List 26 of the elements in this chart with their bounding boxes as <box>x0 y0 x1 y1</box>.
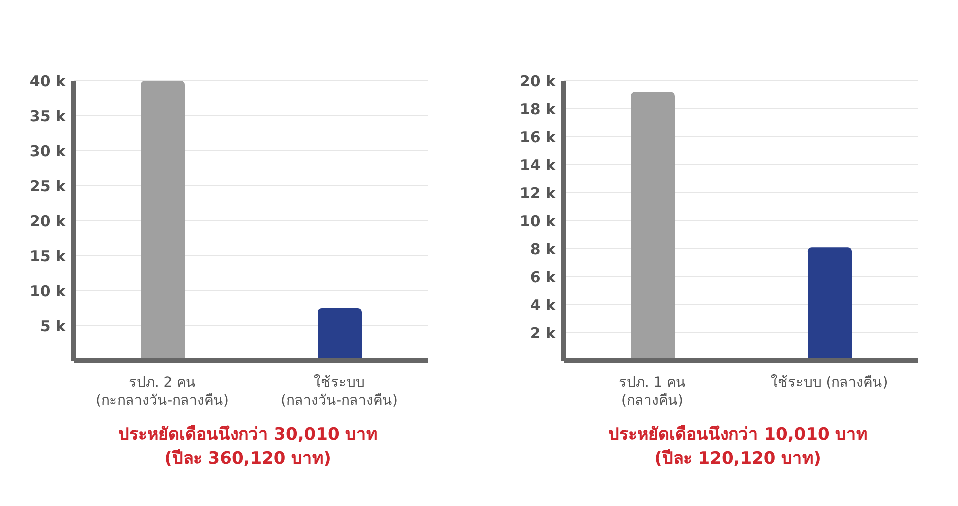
y-tick-label: 20 k <box>520 72 558 90</box>
y-tick-label: 25 k <box>30 177 68 196</box>
y-tick-label: 30 k <box>30 142 68 160</box>
text: (ปีละ 360,120 บาท) <box>164 448 332 471</box>
y-tick-label: 20 k <box>30 212 68 230</box>
y-tick-label: 5 k <box>40 317 68 336</box>
x-tick-label: ใช้ระบบ (กลางวัน-กลางคืน) <box>281 374 398 409</box>
y-tick-label: 4 k <box>530 296 558 314</box>
y-tick-label: 6 k <box>530 268 558 286</box>
text: (ปีละ 120,120 บาท) <box>654 448 822 471</box>
x-tick-label: รปภ. 2 คน (กะกลางวัน-กลางคืน) <box>96 375 229 409</box>
y-tick-label: 12 k <box>520 184 558 202</box>
y-tick-label: 35 k <box>30 107 68 126</box>
y-tick-label: 18 k <box>520 100 558 118</box>
y-tick-label: 10 k <box>520 212 558 230</box>
y-tick-label: 10 k <box>30 282 68 300</box>
y-tick-label: 40 k <box>30 72 68 90</box>
y-tick-label: 14 k <box>520 156 558 174</box>
y-tick-label: 8 k <box>530 240 558 258</box>
y-tick-label: 15 k <box>30 247 68 266</box>
text: ประหยัดเดือนนึงกว่า 30,010 บาท <box>117 424 379 447</box>
x-tick-label: รปภ. 1 คน (กลางคืน) <box>618 375 686 409</box>
text: ประหยัดเดือนนึงกว่า 10,010 บาท <box>607 424 869 447</box>
y-tick-label: 16 k <box>520 128 558 146</box>
x-tick-label: ใช้ระบบ (กลางคืน) <box>770 374 888 391</box>
y-tick-label: 2 k <box>530 324 558 342</box>
